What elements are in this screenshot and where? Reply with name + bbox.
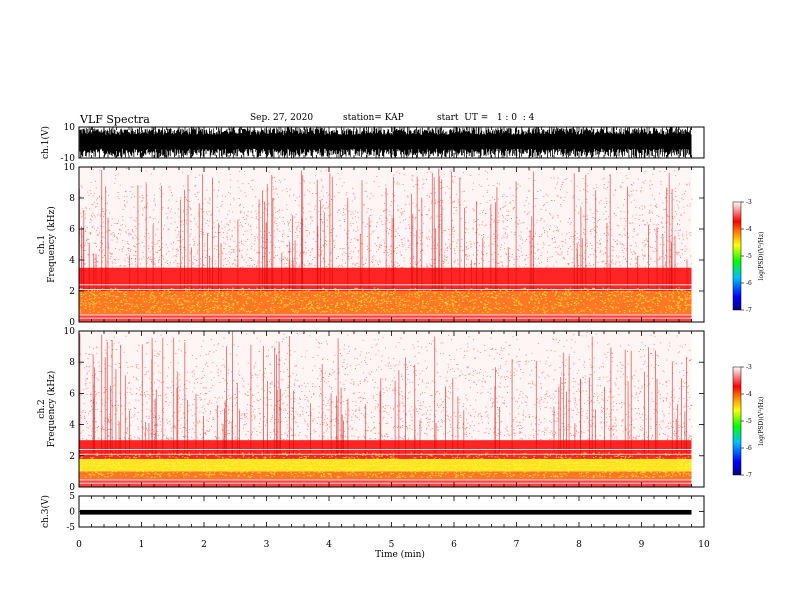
station-label: station= KAP (343, 113, 404, 123)
colorbar-1 (732, 201, 742, 311)
ch1-waveform-panel (79, 127, 692, 158)
x-tick-label: 3 (264, 540, 270, 550)
ch1-spectrogram-panel (79, 167, 693, 322)
ch2-spectrogram-panel (79, 331, 693, 487)
x-axis-label: Time (min) (375, 549, 425, 560)
y-axis-label: Frequency (kHz) (46, 371, 57, 448)
colorbar-tick-label: -7 (746, 307, 752, 314)
y-axis-label: ch.3(V) (40, 495, 51, 528)
colorbars: -3 -4 -5 -6 -7 log(PSD)(V²/Hz) -3 -4 -5 -6 -7 log(P… (732, 199, 765, 479)
x-tick-label: 2 (201, 540, 207, 550)
date-label: Sep. 27, 2020 (250, 113, 314, 123)
y-axis-label: ch.1 (37, 235, 47, 254)
y-tick-label: 8 (69, 194, 75, 204)
x-ticks-1 (78, 167, 705, 322)
band-1 (79, 458, 692, 472)
impulse-streaks (79, 168, 688, 291)
x-tick-label: 10 (698, 540, 710, 550)
colorbar-tick-label: -5 (746, 253, 752, 260)
colorbar-label: log(PSD)(V²/Hz) (758, 232, 765, 281)
colorbar-label: log(PSD)(V²/Hz) (758, 397, 765, 446)
y-tick-label: 6 (69, 225, 75, 235)
band-0 (79, 471, 692, 480)
band-speckle-3 (79, 331, 693, 441)
y-tick-label: -5 (66, 523, 75, 533)
x-tick-label: 1 (139, 540, 145, 550)
band-texture (79, 452, 693, 479)
figure-title: VLF Spectra (80, 113, 150, 126)
y-tick-label: 6 (69, 389, 75, 399)
colorbar-tick-label: -4 (746, 226, 752, 233)
colorbar-tick-label: -3 (746, 199, 752, 206)
y-tick-label: 0 (69, 318, 75, 328)
y-axis-label: ch.1(V) (40, 126, 51, 159)
ch3-waveform-trace (80, 509, 692, 515)
colorbar-tick-label: -4 (746, 391, 752, 398)
start-time-label: start UT = 1 : 0 : 4 (437, 113, 535, 123)
x-tick-label: 6 (451, 540, 457, 550)
colorbar-tick-label: -7 (746, 472, 752, 479)
ch3-waveform-panel (80, 509, 692, 515)
colorbar-tick-label: -5 (746, 418, 752, 425)
colorbar-2 (732, 366, 742, 476)
y-tick-label: 2 (69, 452, 75, 462)
x-tick-label: 4 (326, 540, 332, 550)
y-tick-label: -10 (61, 154, 76, 164)
band-0 (79, 291, 692, 315)
y-tick-label: 10 (64, 163, 76, 173)
x-tick-label: 5 (389, 540, 395, 550)
colorbar-tick-label: -6 (746, 445, 752, 452)
x-ticks-0 (78, 127, 705, 158)
y-tick-label: 0 (69, 483, 75, 493)
y-tick-label: 2 (69, 287, 75, 297)
colorbar-tick-label: -3 (746, 364, 752, 371)
y-tick-label: 5 (69, 492, 75, 502)
band-1 (79, 267, 692, 291)
y-axis-label: ch.2 (37, 399, 47, 418)
x-tick-label: 0 (76, 540, 82, 550)
ch1-waveform-trace (79, 127, 692, 158)
y-tick-label: 4 (69, 421, 75, 431)
y-axis-label: Frequency (kHz) (46, 206, 57, 283)
x-ticks-3 (78, 496, 705, 527)
x-tick-label: 9 (639, 540, 645, 550)
colorbar-tick-label: -6 (746, 280, 752, 287)
band-texture (79, 287, 693, 314)
y-tick-label: 8 (69, 358, 75, 368)
impulse-streaks (79, 331, 687, 456)
x-tick-label: 7 (514, 540, 520, 550)
y-tick-label: 0 (69, 508, 75, 518)
y-tick-label: 10 (64, 123, 76, 133)
x-ticks-2 (78, 331, 705, 487)
y-tick-label: 10 (64, 327, 76, 337)
y-tick-label: 4 (69, 256, 75, 266)
x-tick-label: 8 (576, 540, 582, 550)
